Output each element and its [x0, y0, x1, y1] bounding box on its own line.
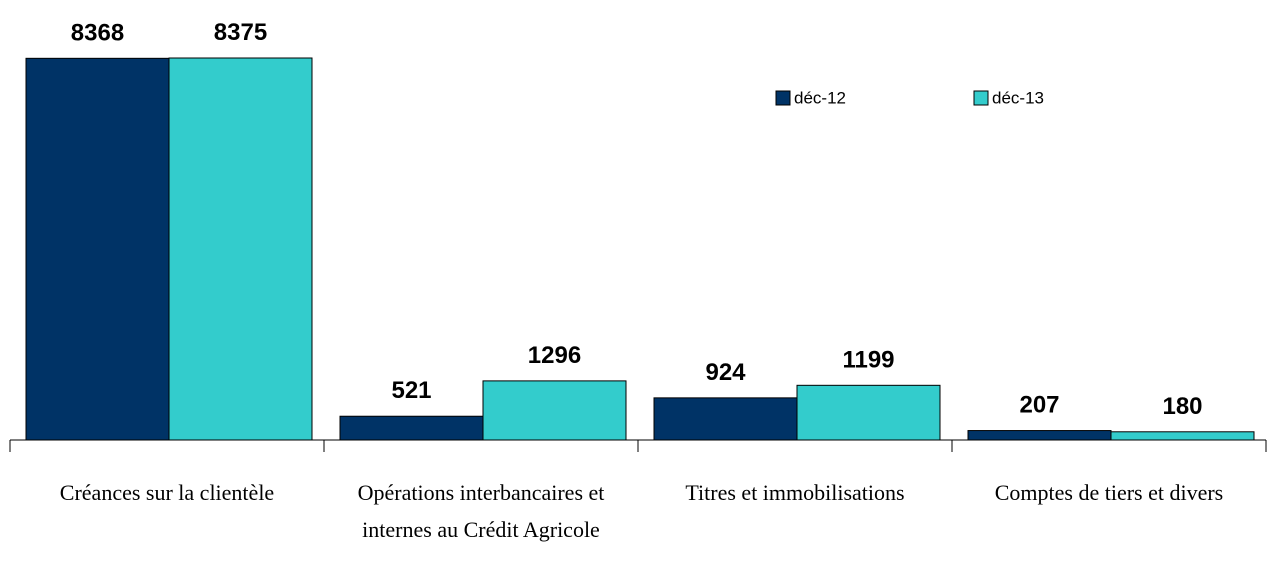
- data-label: 8368: [71, 19, 124, 46]
- x-tick-label: Créances sur la clientèle: [59, 480, 275, 505]
- legend-swatch: [775, 90, 791, 106]
- data-label: 521: [391, 377, 431, 404]
- x-tick-label: Opérations interbancaires et internes au…: [357, 480, 605, 542]
- data-label: 924: [705, 359, 746, 386]
- bar: [482, 380, 627, 441]
- bar: [339, 415, 484, 441]
- bar: [168, 57, 313, 441]
- x-tick-label: Comptes de tiers et divers: [994, 480, 1224, 505]
- legend-label: déc-13: [992, 88, 1044, 107]
- data-label: 207: [1019, 392, 1059, 419]
- legend-label: déc-12: [794, 88, 846, 107]
- data-label: 1296: [528, 342, 581, 369]
- bar: [25, 57, 170, 441]
- bar: [796, 384, 941, 441]
- data-label: 180: [1162, 393, 1202, 420]
- legend-swatch: [973, 90, 989, 106]
- bar: [653, 397, 798, 441]
- data-label: 1199: [842, 346, 894, 373]
- bar: [967, 430, 1112, 441]
- data-label: 8375: [214, 19, 267, 46]
- bar: [1110, 431, 1255, 441]
- x-tick-label: Titres et immobilisations: [685, 480, 905, 505]
